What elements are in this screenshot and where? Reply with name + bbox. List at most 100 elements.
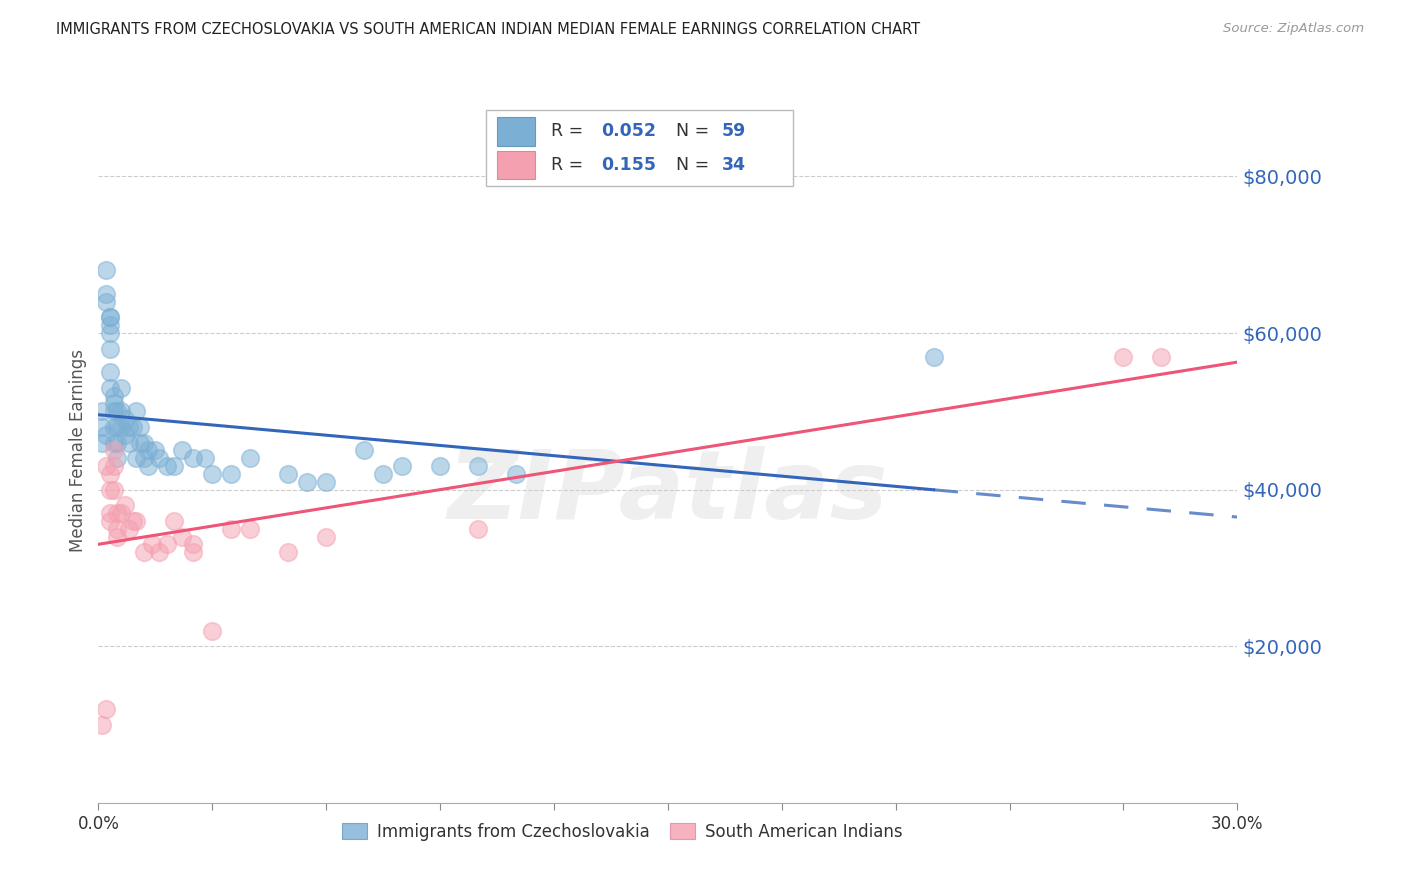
Point [98,381,121,395]
Point [110,404,132,418]
Point [145,443,167,458]
Text: ZIPatlas: ZIPatlas [447,446,889,540]
Point [91,404,114,418]
Point [170,443,193,458]
Point [315,530,337,544]
Point [107,435,129,450]
Point [201,624,224,638]
Point [118,435,141,450]
Point [315,475,337,489]
Point [103,389,125,403]
Point [1112,350,1135,364]
Point [94,286,117,301]
Point [94,427,117,442]
Point [114,498,136,512]
Point [183,545,205,559]
Point [170,530,193,544]
Legend: Immigrants from Czechoslovakia, South American Indians: Immigrants from Czechoslovakia, South Am… [336,816,910,847]
Point [94,263,117,277]
Point [107,530,129,544]
Point [297,475,319,489]
Point [94,702,117,716]
Point [125,514,148,528]
Point [429,459,451,474]
Point [103,483,125,497]
Y-axis label: Median Female Earnings: Median Female Earnings [69,349,87,552]
Point [98,318,121,333]
FancyBboxPatch shape [498,118,534,145]
Point [98,342,121,356]
Point [118,420,141,434]
Point [107,420,129,434]
Point [110,381,132,395]
Text: R =: R = [551,122,588,140]
Point [239,522,262,536]
Point [103,396,125,410]
Point [98,467,121,481]
Point [98,514,121,528]
Point [94,459,117,474]
Point [156,537,179,551]
Point [98,506,121,520]
Point [121,514,143,528]
Point [98,310,121,325]
Text: 0.052: 0.052 [600,122,655,140]
Point [1150,350,1173,364]
Point [91,717,114,731]
Point [110,506,132,520]
Point [163,514,186,528]
Text: IMMIGRANTS FROM CZECHOSLOVAKIA VS SOUTH AMERICAN INDIAN MEDIAN FEMALE EARNINGS C: IMMIGRANTS FROM CZECHOSLOVAKIA VS SOUTH … [56,22,921,37]
Point [505,467,527,481]
Point [125,451,148,466]
Point [163,459,186,474]
Point [129,435,152,450]
Point [201,467,224,481]
Point [110,420,132,434]
Point [183,537,205,551]
Point [98,365,121,379]
Point [103,443,125,458]
Point [98,483,121,497]
Point [107,522,129,536]
Point [114,427,136,442]
Point [91,420,114,434]
Text: 0.155: 0.155 [600,156,655,174]
Point [98,326,121,340]
Point [353,443,375,458]
Point [277,545,299,559]
Point [94,294,117,309]
Point [136,459,159,474]
Point [371,467,394,481]
Point [114,412,136,426]
Point [183,451,205,466]
Point [129,420,152,434]
Point [98,310,121,325]
FancyBboxPatch shape [485,110,793,186]
Point [107,506,129,520]
Point [107,404,129,418]
Point [141,537,163,551]
Point [132,545,155,559]
Point [103,404,125,418]
Point [277,467,299,481]
Text: Source: ZipAtlas.com: Source: ZipAtlas.com [1223,22,1364,36]
Point [103,435,125,450]
Point [194,451,217,466]
Point [148,451,170,466]
Point [467,459,489,474]
Point [103,459,125,474]
Point [107,451,129,466]
Point [221,522,243,536]
Text: 34: 34 [721,156,745,174]
Point [467,522,489,536]
Point [103,420,125,434]
Point [118,522,141,536]
Point [136,443,159,458]
Point [132,435,155,450]
Point [391,459,413,474]
Text: 59: 59 [721,122,745,140]
Point [121,420,143,434]
Point [922,350,945,364]
Point [132,451,155,466]
Point [239,451,262,466]
